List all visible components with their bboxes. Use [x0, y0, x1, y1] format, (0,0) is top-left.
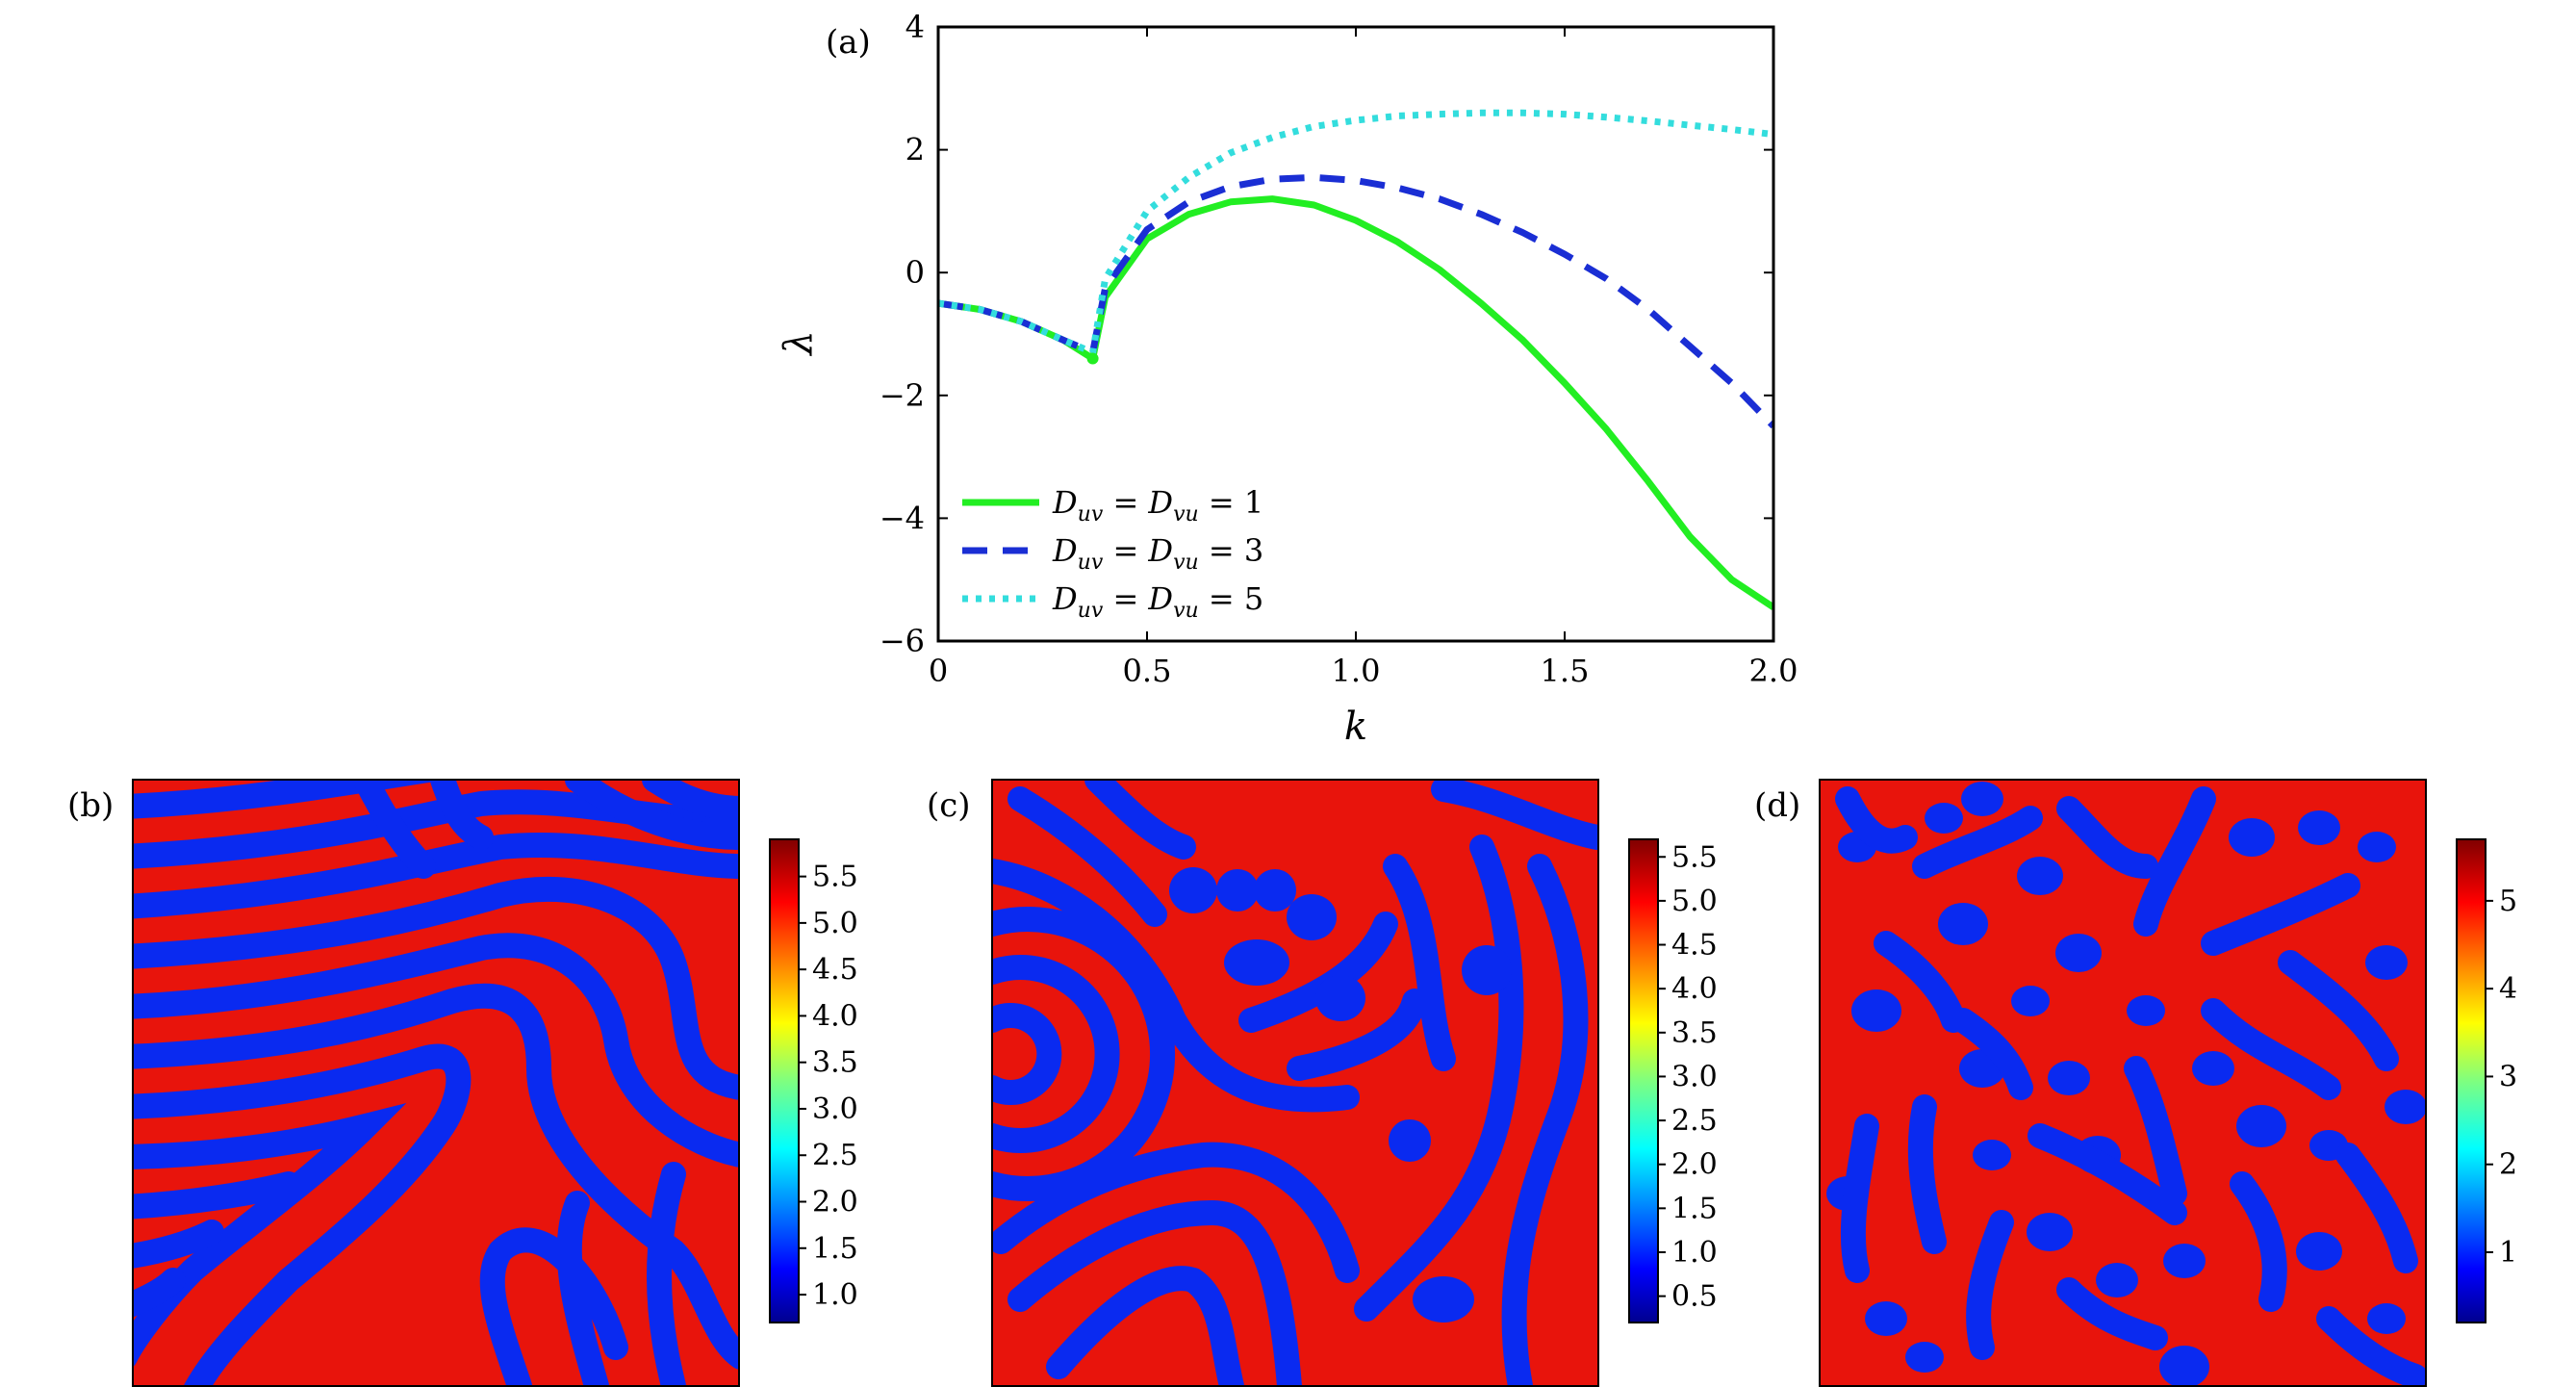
colorbar: 1.0 1.5 2.0 2.5 3.0 3.5 4.0 4.5 5.0 5.5: [769, 838, 858, 1323]
pattern-spot: [2298, 810, 2340, 845]
colorbar-tick-label: 1.5: [812, 1232, 858, 1266]
stripe-pattern: [133, 780, 739, 1386]
colorbar-tick-label: 4.5: [1671, 929, 1718, 963]
pattern-spot: [2011, 986, 2050, 1016]
colorbar-tick-label: 3.5: [812, 1046, 858, 1080]
colorbar-tick-label: 2.0: [812, 1186, 858, 1220]
heatmap-frame: [1819, 779, 2427, 1387]
panel-a-line-chart: (a) 0 0.5 1.0 1.5 2.0 −6 −4 −2 0 2 4 k λ Duv = Dvu…: [777, 9, 1798, 749]
colorbar-tick-label: 4.0: [1671, 972, 1718, 1006]
colorbar-tick-label: 1.0: [812, 1278, 858, 1312]
colorbar-tick-label: 2.5: [1671, 1104, 1718, 1138]
colorbar-tick-label: 1: [2499, 1236, 2517, 1270]
pattern-spot: [1865, 1301, 1907, 1336]
worm-pattern: [1835, 786, 2426, 1386]
colorbar-tick-label: 3.5: [1671, 1016, 1718, 1050]
colorbar: 1 2 3 4 5: [2456, 838, 2517, 1323]
x-tick-label: 2.0: [1749, 653, 1798, 689]
colorbar-tick-label: 5.5: [1671, 840, 1718, 874]
y-axis-label: λ: [777, 330, 821, 356]
colorbar-gradient: [2456, 838, 2487, 1323]
pattern-spot: [1851, 989, 1901, 1032]
pattern-spot: [2048, 1061, 2090, 1095]
colorbar-tick-label: 3.0: [812, 1092, 858, 1126]
y-tick-label: 4: [905, 9, 925, 45]
stripe-pattern-2: [133, 780, 739, 1318]
panel-label-d: (d): [1754, 786, 1800, 825]
colorbar-tick-label: 4.0: [812, 999, 858, 1033]
panel-c-heatmap: (c) 0.5 1.0 1.5 2.0 2.5 3.0 3.5 4.0 4.5 5.0 5.5: [927, 779, 1718, 1387]
pattern-spot: [2367, 1303, 2406, 1334]
colorbar-tick-label: 1.0: [1671, 1236, 1718, 1270]
pattern-spot: [2229, 818, 2275, 857]
y-tick-label: −4: [880, 500, 925, 536]
colorbar-tick-label: 5: [2499, 885, 2517, 918]
cusp-marker: [1086, 352, 1099, 365]
colorbar-tick-label: 2: [2499, 1148, 2517, 1182]
colorbar-tick-label: 2.5: [812, 1139, 858, 1172]
colorbar-gradient: [1628, 838, 1659, 1323]
colorbar-tick-label: 5.5: [812, 860, 858, 894]
pattern-spot: [1925, 803, 1963, 834]
legend-label-2: Duv = Dvu = 3: [1052, 532, 1263, 575]
pattern-spot: [2358, 832, 2396, 862]
x-tick-label: 0.5: [1123, 653, 1172, 689]
pattern-spot: [2296, 1232, 2342, 1271]
y-tick-label: −2: [880, 377, 925, 414]
colorbar-tick-label: 5.0: [1671, 885, 1718, 918]
colorbar-tick-label: 4.5: [812, 953, 858, 987]
colorbar-tick-label: 0.5: [1671, 1280, 1718, 1314]
heatmap-frame: [132, 779, 740, 1387]
pattern-spot: [2236, 1105, 2286, 1147]
colorbar-tick-label: 1.5: [1671, 1192, 1718, 1225]
panel-label-a: (a): [826, 23, 871, 62]
pattern-spot: [2159, 1346, 2209, 1386]
pattern-spot: [2096, 1263, 2138, 1297]
pattern-spot: [2127, 995, 2165, 1026]
blob-group: [1169, 867, 1512, 1323]
legend: Duv = Dvu = 1 Duv = Dvu = 3 Duv = Dvu = 5: [962, 484, 1263, 623]
pattern-spot: [2163, 1244, 2206, 1278]
pattern-spot: [2017, 857, 2063, 895]
panel-b-heatmap: (b) 1.0 1.5 2.0 2.5 3.0 3.5 4.0 4.5 5.0 5.5: [67, 779, 858, 1387]
pattern-spot: [2365, 945, 2408, 980]
panel-d-heatmap: (d) 1 2 3 4 5: [1754, 779, 2517, 1387]
panel-label-b: (b): [67, 786, 114, 825]
x-tick-label: 1.0: [1332, 653, 1381, 689]
pattern-spot: [2192, 1051, 2234, 1086]
y-tick-label: −6: [880, 623, 925, 659]
legend-label-1: Duv = Dvu = 1: [1052, 484, 1263, 527]
y-tick-label: 0: [905, 254, 925, 291]
series-line-2: [938, 173, 1773, 429]
x-tick-label: 1.5: [1541, 653, 1590, 689]
panel-label-c: (c): [927, 786, 971, 825]
pattern-spot: [1905, 1342, 1944, 1373]
pattern-spot: [1938, 903, 1988, 945]
colorbar-tick-label: 3.0: [1671, 1060, 1718, 1093]
colorbar-tick-label: 5.0: [812, 907, 858, 940]
pattern-spot: [2385, 1090, 2426, 1124]
colorbar-gradient: [769, 838, 800, 1323]
series-line-3: [938, 109, 1773, 356]
colorbar-tick-label: 3: [2499, 1060, 2517, 1093]
pattern-spot: [2027, 1213, 2073, 1251]
pattern-spot: [2055, 934, 2102, 972]
pattern-spot: [1973, 1140, 2011, 1170]
pattern-spot: [1961, 782, 2003, 816]
colorbar: 0.5 1.0 1.5 2.0 2.5 3.0 3.5 4.0 4.5 5.0 5.5: [1628, 838, 1718, 1323]
legend-label-3: Duv = Dvu = 5: [1052, 580, 1263, 623]
y-tick-label: 2: [905, 132, 925, 168]
heatmap-frame: [991, 779, 1599, 1387]
x-axis-label: k: [1344, 705, 1367, 749]
colorbar-tick-label: 2.0: [1671, 1148, 1718, 1182]
x-tick-label: 0: [929, 653, 948, 689]
colorbar-tick-label: 4: [2499, 972, 2517, 1006]
